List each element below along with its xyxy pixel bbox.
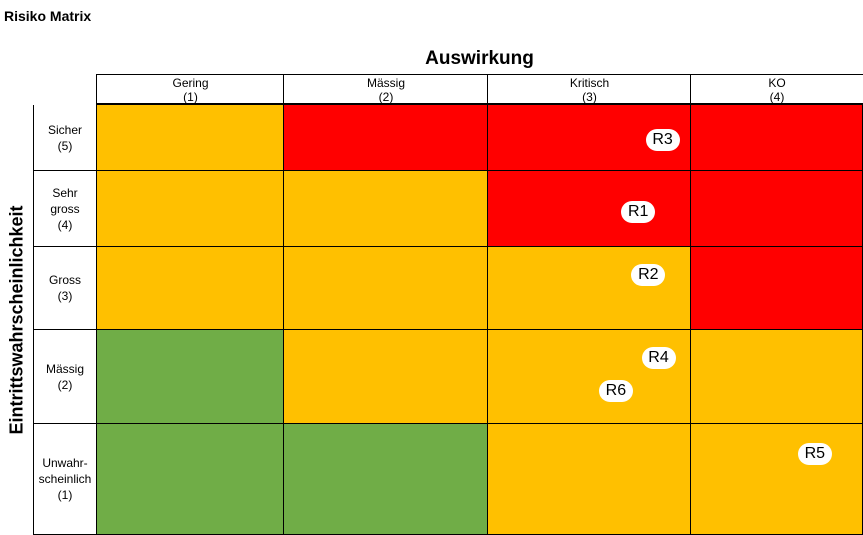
risk-marker-r4: R4 [641, 347, 676, 370]
column-header-4: KO (4) [690, 74, 863, 104]
matrix-cell [97, 330, 284, 424]
grid-left-line [96, 104, 97, 535]
row-header-line: (5) [57, 138, 73, 153]
column-header-level: (3) [582, 90, 597, 104]
row-header-line: (2) [57, 377, 73, 392]
risk-marker-r1: R1 [621, 201, 656, 224]
column-header-label: Kritisch [569, 76, 610, 90]
row-header-line: scheinlich [38, 472, 92, 486]
matrix-cell [488, 424, 691, 535]
column-header-label: Mässig [366, 76, 405, 90]
row-header-2: Mässig (2) [33, 330, 96, 424]
risk-marker-r2: R2 [631, 264, 666, 287]
matrix-cell [97, 105, 284, 171]
y-axis-title: Eintrittswahrscheinlichkeit [6, 204, 27, 435]
matrix-cell [488, 247, 691, 330]
risk-marker-r3: R3 [645, 128, 680, 151]
column-header-level: (2) [378, 90, 394, 104]
row-header-3: Gross (3) [33, 247, 96, 330]
row-header-line: Mässig [45, 361, 84, 376]
grid-top-line [96, 104, 863, 105]
column-header-label: KO [768, 76, 786, 90]
y-axis-title-container: Eintrittswahrscheinlichkeit [0, 104, 34, 535]
row-header-1: Unwahr-scheinlich (1) [33, 424, 96, 535]
matrix-cell [488, 171, 691, 247]
row-header-line: Unwahr- [42, 456, 88, 470]
matrix-cell [284, 330, 488, 424]
row-header-line: (4) [57, 217, 73, 232]
row-header-5: Sicher (5) [33, 105, 96, 171]
matrix-cell [284, 171, 488, 247]
column-header-level: (1) [183, 90, 198, 104]
row-header-line: Sicher [47, 122, 82, 137]
matrix-cell [691, 171, 863, 247]
chart-title: Risiko Matrix [4, 8, 92, 24]
risk-marker-r5: R5 [797, 442, 832, 465]
matrix-cell [691, 330, 863, 424]
row-header-line: Sehr [52, 185, 78, 200]
row-header-line: gross [50, 201, 80, 216]
matrix-cell [691, 247, 863, 330]
row-header-line: (3) [57, 289, 73, 303]
row-header-line: Gross [48, 273, 81, 287]
column-header-1: Gering (1) [96, 74, 284, 104]
column-header-level: (4) [769, 90, 785, 104]
matrix-cell [284, 424, 488, 535]
matrix-cell [691, 105, 863, 171]
column-header-label: Gering [172, 76, 209, 90]
column-header-3: Kritisch (3) [487, 74, 691, 104]
x-axis-title: Auswirkung [425, 48, 534, 69]
row-header-4: Sehr gross (4) [33, 171, 96, 247]
matrix-cell [97, 424, 284, 535]
matrix-cell [284, 105, 488, 171]
risk-marker-r6: R6 [598, 380, 633, 403]
column-header-2: Mässig (2) [283, 74, 488, 104]
matrix-cell [284, 247, 488, 330]
matrix-cell [488, 330, 691, 424]
matrix-cell [691, 424, 863, 535]
matrix-cell [97, 247, 284, 330]
matrix-cell [97, 171, 284, 247]
row-header-line: (1) [57, 488, 73, 502]
